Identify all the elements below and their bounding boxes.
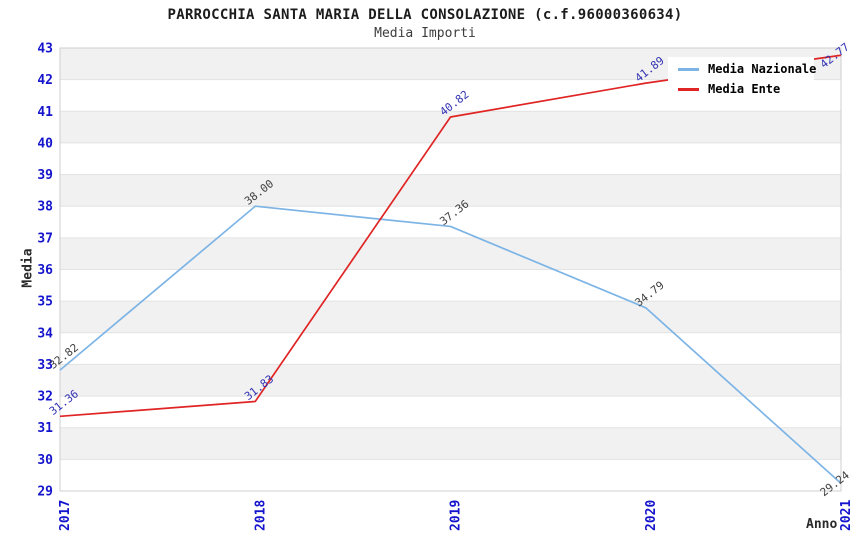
y-tick-label: 33 xyxy=(37,358,53,373)
plot-band xyxy=(60,269,841,302)
y-tick-label: 37 xyxy=(37,231,53,246)
legend-label: Media Nazionale xyxy=(708,61,817,76)
y-tick-label: 35 xyxy=(37,295,53,310)
y-tick-label: 43 xyxy=(37,42,53,57)
y-tick-label: 34 xyxy=(37,326,53,341)
legend-label: Media Ente xyxy=(708,81,781,96)
legend-item-media-ente: Media Ente xyxy=(678,81,814,96)
y-axis-title: Media xyxy=(20,248,36,288)
x-tick-label: 2021 xyxy=(839,500,850,531)
series-line xyxy=(59,205,842,485)
x-tick-label: 2020 xyxy=(644,500,659,531)
x-tick-label: 2017 xyxy=(58,500,73,531)
y-tick-label: 30 xyxy=(37,453,53,468)
plot-band xyxy=(60,301,841,333)
chart-title: PARROCCHIA SANTA MARIA DELLA CONSOLAZION… xyxy=(167,7,683,23)
y-tick-label: 40 xyxy=(37,136,53,151)
legend-swatch-blue-line-icon xyxy=(678,67,699,71)
chart-subtitle: Media Importi xyxy=(374,26,476,41)
plot-band xyxy=(60,396,841,428)
legend-item-media-nazionale: Media Nazionale xyxy=(678,61,817,76)
x-tick-label: 2018 xyxy=(253,500,268,531)
plot-band xyxy=(60,332,841,365)
plot-band xyxy=(60,111,841,143)
x-axis-title: Anno xyxy=(806,517,838,532)
plot-band xyxy=(60,427,841,460)
plot-frame xyxy=(59,47,842,492)
y-tick-label: 42 xyxy=(37,73,53,88)
plot-band xyxy=(60,364,841,397)
y-tick-label: 36 xyxy=(37,263,53,278)
plot-band xyxy=(60,206,841,238)
y-tick-label: 31 xyxy=(37,421,53,436)
plot-band xyxy=(60,142,841,175)
plot-band xyxy=(60,174,841,207)
legend-swatch-red-line-icon xyxy=(678,87,699,91)
y-tick-label: 29 xyxy=(37,485,53,500)
y-tick-label: 38 xyxy=(37,200,53,215)
y-tick-label: 32 xyxy=(37,390,53,405)
legend: Media Nazionale Media Ente xyxy=(668,57,817,101)
x-tick-label: 2019 xyxy=(449,500,464,531)
plot-band xyxy=(60,459,841,491)
plot-band xyxy=(60,237,841,270)
y-tick-label: 41 xyxy=(37,105,53,120)
y-tick-label: 39 xyxy=(37,168,53,183)
